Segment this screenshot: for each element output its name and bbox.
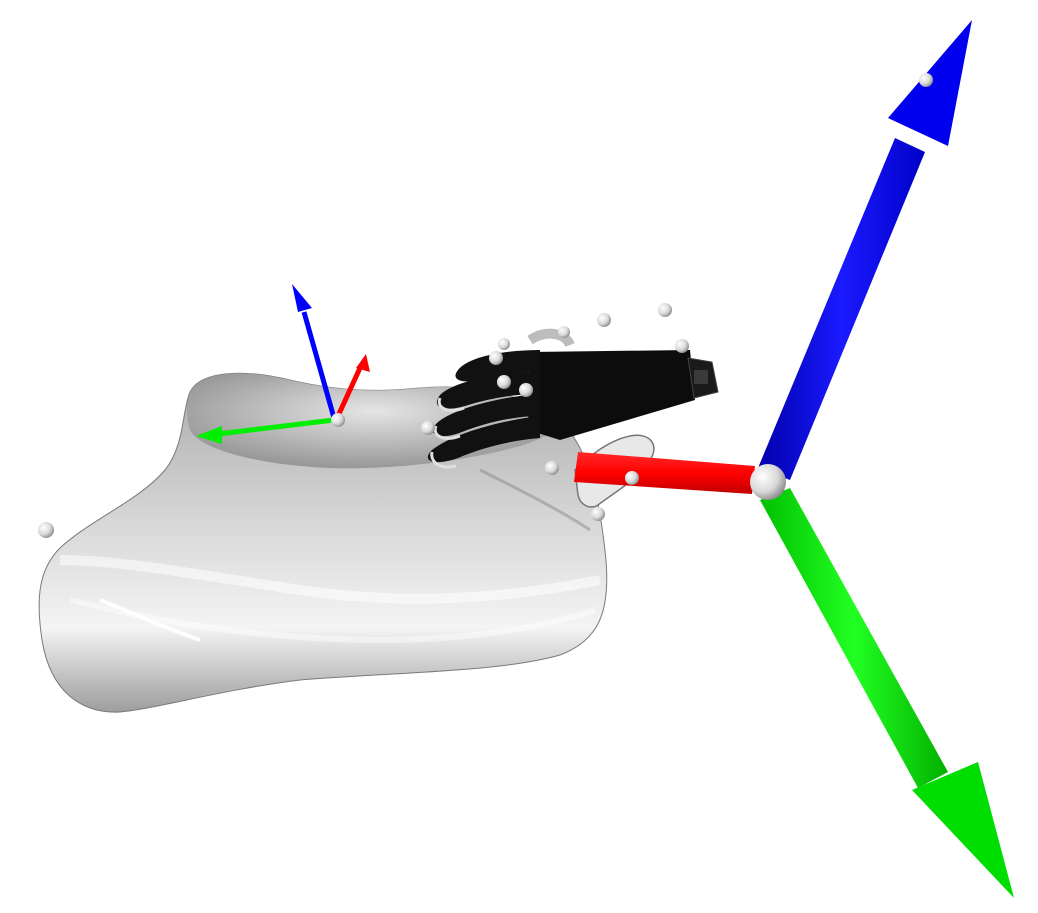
marker [597,313,611,327]
marker [519,383,533,397]
world-origin-marker [750,464,786,500]
marker [38,522,54,538]
marker [498,338,510,350]
marker [919,73,933,87]
world-z-axis [758,20,972,480]
world-y-axis [760,488,1014,898]
marker [558,326,570,338]
marker [497,375,511,389]
marker [421,421,435,435]
marker [625,471,639,485]
marker [545,461,559,475]
marker [591,507,605,521]
marker [489,351,503,365]
marker [658,303,672,317]
object-frame [196,284,370,444]
robot-hand[interactable] [427,350,719,469]
marker [675,339,689,353]
object-origin-marker [331,413,345,427]
keypoint-markers [38,73,933,538]
world-x-axis [574,452,755,494]
